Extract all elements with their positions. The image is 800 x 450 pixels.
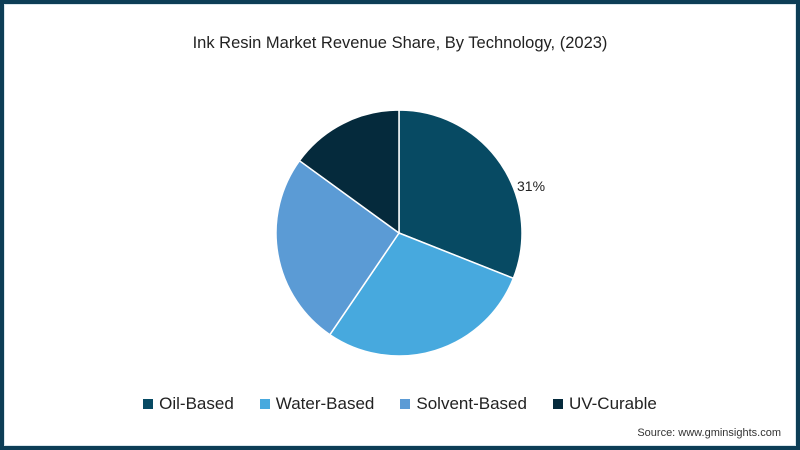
pie-slices [275,109,523,357]
chart-title: Ink Resin Market Revenue Share, By Techn… [192,34,608,52]
legend-label: Solvent-Based [416,394,527,413]
legend-item-uv-curable: UV-Curable [552,394,657,414]
legend-swatch-icon [259,399,270,409]
pie-slice-water-based [328,232,515,357]
data-label-oil-based: 31% [517,178,546,194]
legend-swatch-icon [400,399,411,409]
legend-swatch-icon [143,399,154,409]
legend-item-oil-based: Oil-Based [143,394,234,414]
pie-slice-solvent-based [275,159,401,336]
legend-label: UV-Curable [568,394,657,413]
legend: Oil-Based Water-Based Solvent-Based UV-C… [0,394,800,414]
pie-slice-uv-curable [298,109,400,235]
legend-label: Water-Based [275,394,375,413]
pie-slice-oil-based [398,109,523,280]
legend-label: Oil-Based [159,394,234,413]
legend-item-solvent-based: Solvent-Based [400,394,527,414]
source-note: Source: www.gminsights.com [637,427,781,439]
legend-item-water-based: Water-Based [259,394,375,414]
legend-swatch-icon [552,399,563,409]
